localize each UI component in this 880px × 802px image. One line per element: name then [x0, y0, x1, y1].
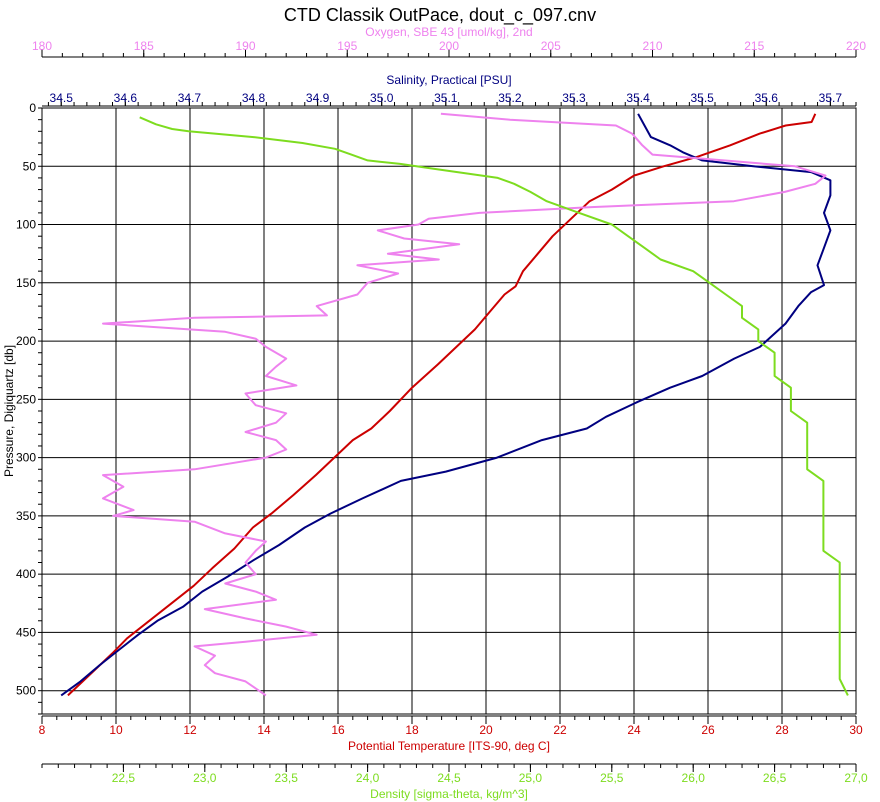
tick-label-salinity: 34.5: [50, 91, 74, 105]
y-tick-label: 400: [16, 567, 36, 581]
tick-label-temperature: 8: [39, 723, 46, 737]
tick-label-oxygen: 210: [642, 39, 662, 53]
axis-temperature: 8 10 12 14 16 18 20 22 24 26 28 30 Potential Tempera…: [39, 715, 863, 753]
tick-label-salinity: 34.7: [178, 91, 202, 105]
tick-label-density: 23,0: [193, 771, 217, 785]
tick-label-density: 24,0: [356, 771, 380, 785]
grid: [41, 107, 857, 714]
tick-label-oxygen: 195: [337, 39, 357, 53]
axis-title-salinity: Salinity, Practical [PSU]: [386, 73, 511, 87]
tick-label-oxygen: 180: [32, 39, 52, 53]
axis-density: 22,5 23,0 23,5 24,0 24,5 25,0 25,5 26,0 26,5 27,0…: [41, 763, 868, 801]
tick-label-density: 26,0: [682, 771, 706, 785]
series-line-salinity: [60, 113, 832, 697]
y-tick-label: 450: [16, 625, 36, 639]
tick-label-density: 26,5: [763, 771, 787, 785]
data-series: [60, 112, 849, 697]
tick-label-salinity: 35.5: [690, 91, 714, 105]
tick-label-temperature: 22: [553, 723, 567, 737]
tick-label-temperature: 14: [257, 723, 271, 737]
y-tick-label: 150: [16, 276, 36, 290]
axis-title-temperature: Potential Temperature [ITS-90, deg C]: [348, 739, 550, 753]
tick-label-temperature: 10: [109, 723, 123, 737]
tick-label-temperature: 20: [479, 723, 493, 737]
tick-label-salinity: 35.4: [626, 91, 650, 105]
tick-label-salinity: 35.1: [434, 91, 458, 105]
tick-label-oxygen: 185: [134, 39, 154, 53]
tick-label-temperature: 12: [183, 723, 197, 737]
tick-label-temperature: 26: [701, 723, 715, 737]
axis-title-density: Density [sigma-theta, kg/m^3]: [370, 787, 528, 801]
tick-label-density: 25,0: [519, 771, 543, 785]
axis-oxygen: 180 185 190 195 200 205 210 215 220 Oxygen, SBE 4…: [32, 25, 866, 58]
y-tick-label: 50: [23, 159, 37, 173]
tick-label-temperature: 28: [775, 723, 789, 737]
tick-label-density: 27,0: [844, 771, 868, 785]
tick-label-salinity: 34.8: [242, 91, 266, 105]
tick-label-salinity: 35.7: [819, 91, 843, 105]
y-tick-label: 350: [16, 509, 36, 523]
tick-label-temperature: 18: [405, 723, 419, 737]
tick-label-temperature: 24: [627, 723, 641, 737]
tick-label-oxygen: 190: [235, 39, 255, 53]
axis-salinity: 34.5 34.6 34.7 34.8 34.9 35.0 35.1 35.2 35.3 35.4…: [42, 73, 857, 107]
y-tick-label: 250: [16, 392, 36, 406]
tick-label-density: 25,5: [600, 771, 624, 785]
tick-label-oxygen: 205: [541, 39, 561, 53]
tick-label-density: 24,5: [437, 771, 461, 785]
tick-label-salinity: 34.9: [306, 91, 330, 105]
tick-label-density: 23,5: [275, 771, 299, 785]
series-line-temperature: [67, 113, 817, 697]
tick-label-temperature: 16: [331, 723, 345, 737]
tick-label-salinity: 35.2: [498, 91, 522, 105]
y-tick-label: 200: [16, 334, 36, 348]
y-tick-label: 0: [29, 101, 36, 115]
tick-label-density: 22,5: [112, 771, 136, 785]
tick-label-salinity: 35.3: [562, 91, 586, 105]
plot-frame: [41, 107, 857, 715]
tick-label-salinity: 35.6: [755, 91, 779, 105]
series-line-oxygen: [102, 112, 827, 697]
axis-title-oxygen: Oxygen, SBE 43 [umol/kg], 2nd: [365, 25, 532, 39]
y-axis-label: Pressure, Digiquartz [db]: [2, 345, 16, 477]
tick-label-salinity: 34.6: [114, 91, 138, 105]
series-line-density: [139, 116, 849, 696]
tick-label-oxygen: 220: [846, 39, 866, 53]
y-tick-label: 300: [16, 451, 36, 465]
tick-label-salinity: 35.0: [370, 91, 394, 105]
tick-label-temperature: 30: [849, 723, 863, 737]
chart-title: CTD Classik OutPace, dout_c_097.cnv: [284, 5, 596, 26]
tick-label-oxygen: 200: [439, 39, 459, 53]
y-tick-label: 500: [16, 684, 36, 698]
y-tick-label: 100: [16, 218, 36, 232]
tick-label-oxygen: 215: [744, 39, 764, 53]
axes: 0 50 100 150 200 250 300 350 400 450 500 Pressure, …: [2, 25, 868, 801]
